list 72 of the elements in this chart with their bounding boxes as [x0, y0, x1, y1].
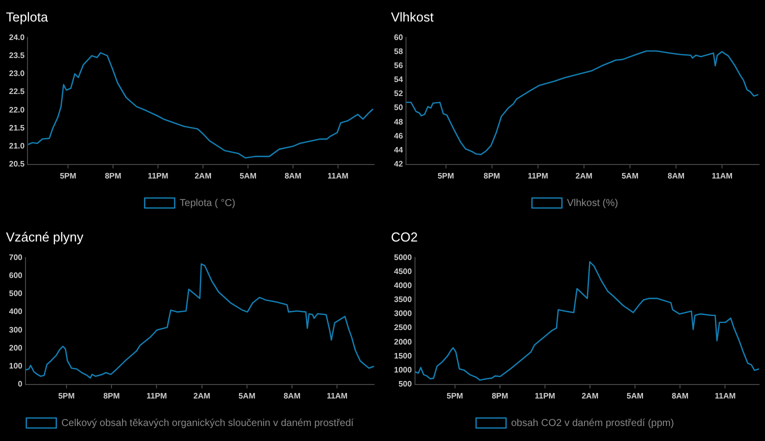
y-tick-label: 500: [8, 289, 23, 298]
x-tick-label: 11AM: [714, 391, 736, 400]
y-tick-label: 42: [394, 160, 404, 169]
y-tick-label: 2000: [394, 337, 412, 346]
x-tick-label: 8AM: [284, 171, 302, 180]
y-tick-label: 4000: [394, 280, 412, 290]
x-tick-label: 5PM: [60, 171, 77, 180]
y-tick-label: 23.0: [8, 69, 26, 78]
y-tick-label: 200: [8, 343, 23, 352]
y-tick-label: 48: [394, 117, 404, 126]
y-tick-label: 58: [394, 46, 404, 56]
chart-title: Teplota: [6, 9, 49, 24]
x-tick-label: 11PM: [146, 391, 168, 400]
x-tick-label: 2AM: [576, 171, 593, 180]
y-tick-label: 50: [394, 103, 404, 112]
y-tick-label: 2500: [394, 323, 412, 332]
x-tick-label: 2AM: [193, 391, 211, 400]
y-tick-label: 300: [8, 325, 23, 334]
x-tick-label: 11PM: [528, 171, 548, 180]
chart-title: Vzácné plyny: [6, 229, 84, 244]
x-tick-label: 2AM: [582, 391, 599, 400]
y-tick-label: 500: [398, 380, 412, 389]
x-tick-label: 5PM: [446, 391, 464, 400]
y-tick-label: 60: [394, 32, 404, 42]
y-tick-label: 3000: [394, 309, 412, 318]
y-tick-label: 1000: [394, 366, 412, 375]
x-tick-label: 11AM: [326, 391, 348, 400]
chart-title: CO2: [391, 229, 418, 244]
x-tick-label: 5AM: [238, 391, 256, 400]
y-tick-label: 21.0: [8, 141, 26, 150]
y-tick-label: 3500: [394, 295, 412, 304]
y-tick-label: 22.0: [8, 105, 26, 114]
y-tick-label: 23.5: [8, 50, 26, 60]
x-tick-label: 8AM: [668, 171, 685, 180]
legend-label: Vlhkost (%): [566, 198, 618, 209]
legend-label: obsah CO2 v daném prostředí (ppm): [511, 418, 674, 429]
x-tick-label: 8AM: [284, 391, 301, 400]
x-tick-label: 8PM: [104, 171, 122, 180]
x-tick-label: 2AM: [194, 171, 212, 180]
y-tick-label: 700: [8, 252, 23, 262]
x-tick-label: 8PM: [484, 171, 500, 180]
y-tick-label: 0: [18, 380, 23, 389]
y-tick-label: 54: [394, 75, 404, 84]
x-tick-label: 11PM: [148, 171, 169, 180]
y-tick-label: 44: [394, 146, 404, 155]
y-tick-label: 46: [394, 131, 404, 140]
x-tick-label: 11AM: [712, 171, 733, 180]
y-tick-label: 24.0: [8, 32, 26, 42]
x-tick-label: 5AM: [622, 171, 639, 180]
x-tick-label: 11AM: [328, 171, 349, 180]
y-tick-label: 400: [8, 307, 23, 316]
y-tick-label: 5000: [394, 252, 412, 262]
y-tick-label: 20.5: [8, 160, 26, 169]
y-tick-label: 56: [394, 60, 404, 70]
y-tick-label: 22.5: [8, 87, 26, 96]
x-tick-label: 5AM: [240, 171, 257, 180]
x-tick-label: 8PM: [103, 391, 120, 400]
y-tick-label: 4500: [394, 266, 412, 276]
legend-label: Teplota ( °C): [180, 198, 236, 209]
x-tick-label: 8AM: [672, 391, 689, 400]
y-tick-label: 21.5: [8, 123, 26, 132]
y-tick-label: 100: [8, 361, 23, 370]
chart-title: Vlhkost: [391, 9, 434, 24]
x-tick-label: 5PM: [438, 171, 454, 180]
x-tick-label: 5AM: [626, 391, 644, 400]
y-tick-label: 600: [8, 270, 23, 280]
x-tick-label: 8PM: [492, 391, 508, 400]
x-tick-label: 11PM: [534, 391, 556, 400]
y-tick-label: 52: [394, 89, 404, 98]
legend-label: Celkový obsah těkavých organických sloučenin v daném prostředí: [61, 418, 354, 429]
x-tick-label: 5PM: [58, 391, 76, 400]
y-tick-label: 1500: [394, 351, 412, 360]
